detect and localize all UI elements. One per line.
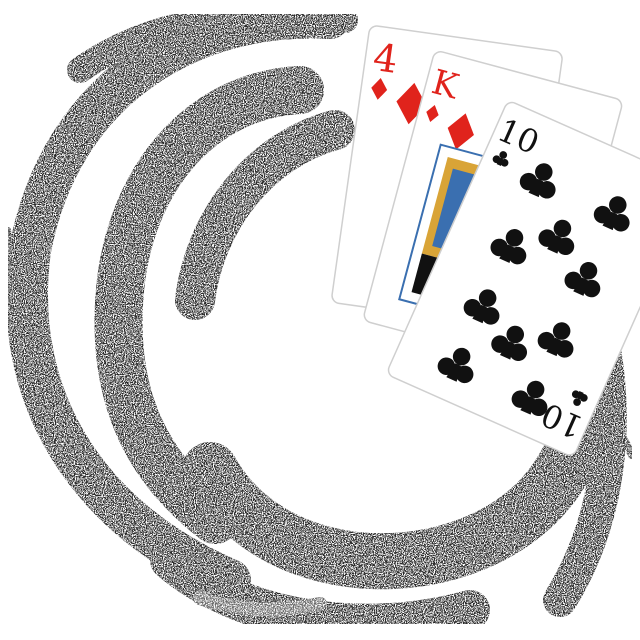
swirl-fleck-left: [5, 227, 17, 313]
swirl-inner-arc: [175, 110, 355, 320]
swirl-outer-arc: [5, 0, 351, 601]
swirl-lower-band: [150, 540, 490, 640]
swirl-background: [5, 0, 636, 640]
swirl-left-arc: [94, 66, 324, 544]
swirl-mid-tone: [193, 591, 327, 617]
card-ten-of-clubs: 10 10: [387, 101, 640, 456]
swirl-top-arc: [67, 1, 358, 83]
swirl-fleck-right: [596, 406, 636, 459]
